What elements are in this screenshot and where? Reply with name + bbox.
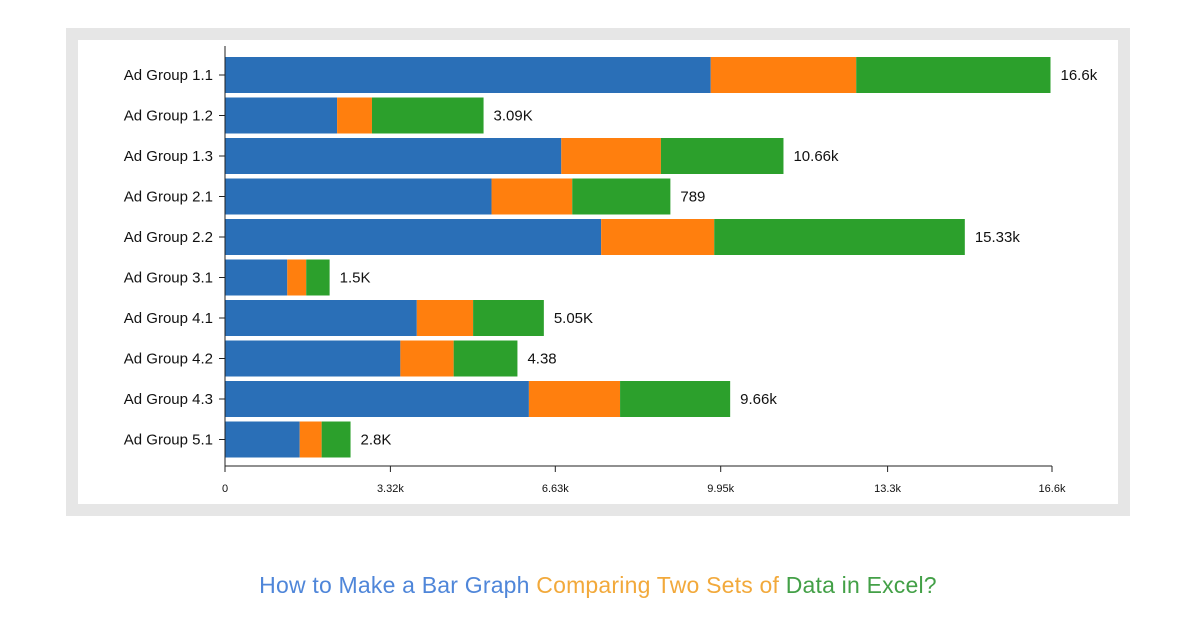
bar-segment-4-1 (225, 178, 492, 215)
total-label: 9.66k (740, 391, 777, 408)
bar-segment-6-3 (306, 259, 330, 296)
total-label: 2.8K (361, 432, 392, 449)
category-label: Ad Group 2.2 (124, 229, 213, 246)
bar-segment-7-1 (225, 300, 417, 336)
bar-segment-10-3 (321, 421, 351, 458)
total-label: 1.5K (340, 270, 371, 287)
category-label: Ad Group 1.1 (124, 67, 213, 84)
total-label: 5.05K (554, 310, 593, 327)
caption: How to Make a Bar Graph Comparing Two Se… (0, 572, 1196, 599)
x-tick-label: 3.32k (377, 483, 404, 495)
category-label: Ad Group 4.2 (124, 351, 213, 368)
bar-segment-2-1 (225, 97, 338, 134)
bar-segment-5-2 (601, 219, 715, 255)
x-tick-label: 9.95k (707, 483, 734, 495)
x-tick-label: 13.3k (874, 483, 901, 495)
bar-segment-1-3 (856, 57, 1051, 93)
bar-segment-6-1 (225, 259, 288, 296)
bar-segment-9-3 (620, 381, 731, 417)
bar-segment-3-1 (225, 138, 562, 174)
total-label: 4.38 (527, 351, 556, 368)
bar-segment-8-2 (400, 340, 454, 377)
bar-segment-10-1 (225, 421, 300, 458)
bar-segment-1-1 (225, 57, 711, 93)
caption-part-3: Data in Excel? (785, 572, 937, 598)
bar-segment-5-3 (714, 219, 965, 255)
total-label: 10.66k (793, 148, 839, 165)
total-label: 789 (680, 189, 705, 206)
bar-segment-10-2 (299, 421, 322, 458)
bar-segment-4-2 (491, 178, 573, 215)
category-label: Ad Group 3.1 (124, 270, 213, 287)
bar-segment-9-2 (528, 381, 621, 417)
bar-segment-3-3 (660, 138, 784, 174)
x-tick-label: 16.6k (1039, 483, 1066, 495)
bar-segment-7-2 (416, 300, 474, 336)
bar-segment-9-1 (225, 381, 529, 417)
bar-segment-4-3 (572, 178, 671, 215)
bar-segment-3-2 (561, 138, 661, 174)
bar-segment-6-2 (287, 259, 307, 296)
bar-segment-7-3 (473, 300, 544, 336)
total-label: 3.09K (494, 108, 533, 125)
category-label: Ad Group 2.1 (124, 189, 213, 206)
bar-segment-5-1 (225, 219, 602, 255)
category-label: Ad Group 4.3 (124, 391, 213, 408)
total-label: 16.6k (1061, 67, 1098, 84)
bar-segment-8-3 (453, 340, 518, 377)
caption-part-2: Comparing Two Sets of (536, 572, 786, 598)
category-label: Ad Group 1.3 (124, 148, 213, 165)
category-label: Ad Group 1.2 (124, 108, 213, 125)
category-label: Ad Group 4.1 (124, 310, 213, 327)
bar-segment-2-2 (337, 97, 372, 134)
x-tick-label: 6.63k (542, 483, 569, 495)
bar-segment-2-3 (371, 97, 484, 134)
bar-segment-1-2 (710, 57, 857, 93)
x-tick-label: 0 (222, 483, 228, 495)
bar-segment-8-1 (225, 340, 401, 377)
category-label: Ad Group 5.1 (124, 432, 213, 449)
caption-part-1: How to Make a Bar Graph (259, 572, 537, 598)
total-label: 15.33k (975, 229, 1021, 246)
